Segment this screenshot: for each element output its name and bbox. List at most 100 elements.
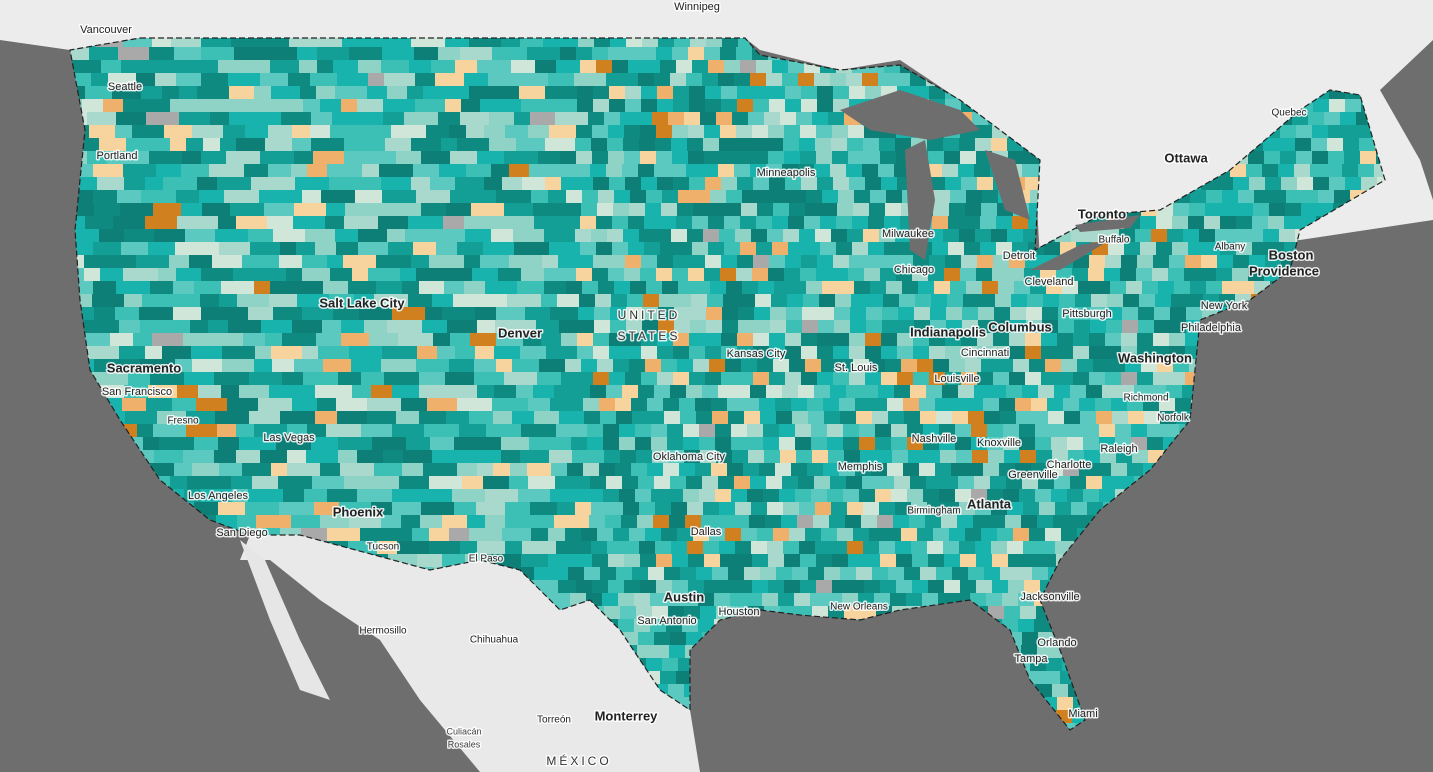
- county: [795, 489, 811, 502]
- county: [639, 502, 655, 515]
- county: [799, 541, 815, 554]
- county: [471, 437, 501, 450]
- county: [623, 138, 639, 151]
- county: [824, 567, 840, 580]
- county: [960, 554, 976, 567]
- county: [1008, 554, 1024, 567]
- county: [686, 164, 702, 177]
- county: [113, 216, 145, 229]
- county: [582, 281, 598, 294]
- county: [1132, 450, 1148, 463]
- county: [533, 203, 565, 216]
- county: [236, 424, 254, 437]
- county: [599, 398, 615, 411]
- county: [1172, 216, 1188, 229]
- county: [449, 528, 469, 541]
- county: [959, 229, 975, 242]
- county: [401, 515, 420, 528]
- county: [528, 125, 549, 138]
- county: [574, 385, 590, 398]
- county: [493, 411, 512, 424]
- county: [692, 242, 708, 255]
- county: [549, 242, 580, 255]
- county: [868, 216, 884, 229]
- county: [433, 333, 450, 346]
- county: [352, 385, 371, 398]
- county: [904, 411, 920, 424]
- county: [150, 281, 173, 294]
- county: [910, 476, 926, 489]
- county: [704, 554, 720, 567]
- county: [1116, 450, 1132, 463]
- county: [355, 190, 382, 203]
- county: [653, 515, 669, 528]
- county: [117, 359, 140, 372]
- county: [582, 190, 598, 203]
- county: [616, 567, 632, 580]
- county: [1020, 606, 1036, 619]
- county: [654, 73, 670, 86]
- county: [1252, 242, 1268, 255]
- county: [1013, 359, 1029, 372]
- county: [327, 489, 357, 502]
- county: [769, 99, 785, 112]
- county: [718, 73, 734, 86]
- county: [945, 177, 961, 190]
- county: [399, 476, 429, 489]
- county: [520, 450, 549, 463]
- county: [1073, 372, 1089, 385]
- county: [1169, 346, 1185, 359]
- county: [926, 476, 942, 489]
- county: [631, 398, 647, 411]
- county: [996, 242, 1012, 255]
- county: [170, 99, 193, 112]
- county: [1103, 229, 1119, 242]
- county: [93, 333, 110, 346]
- county: [577, 99, 593, 112]
- county: [628, 216, 644, 229]
- county: [411, 177, 430, 190]
- county: [711, 463, 727, 476]
- place-label: Fresno: [167, 416, 199, 427]
- county: [944, 268, 960, 281]
- county: [625, 99, 641, 112]
- county: [688, 125, 704, 138]
- county: [1021, 645, 1037, 658]
- county: [964, 242, 980, 255]
- county: [653, 645, 669, 658]
- county: [156, 164, 181, 177]
- county: [1038, 476, 1054, 489]
- county: [903, 398, 919, 411]
- county: [1233, 177, 1249, 190]
- county: [872, 567, 888, 580]
- county: [1217, 177, 1233, 190]
- county: [656, 268, 672, 281]
- county: [548, 190, 566, 203]
- county: [758, 281, 774, 294]
- county: [201, 151, 226, 164]
- county: [1070, 476, 1086, 489]
- county: [753, 255, 769, 268]
- county: [731, 424, 747, 437]
- county: [696, 567, 712, 580]
- county: [927, 229, 943, 242]
- county: [626, 38, 642, 47]
- county: [302, 268, 330, 281]
- county: [247, 99, 281, 112]
- county: [625, 255, 641, 268]
- county: [960, 268, 976, 281]
- county: [896, 554, 912, 567]
- county: [959, 541, 975, 554]
- county: [441, 138, 457, 151]
- county: [862, 73, 878, 86]
- county: [470, 333, 496, 346]
- county: [847, 502, 863, 515]
- county: [504, 372, 537, 385]
- county: [302, 190, 321, 203]
- county: [980, 242, 996, 255]
- county: [163, 177, 197, 190]
- county: [1094, 281, 1110, 294]
- county: [335, 86, 367, 99]
- county: [897, 372, 913, 385]
- county: [575, 138, 591, 151]
